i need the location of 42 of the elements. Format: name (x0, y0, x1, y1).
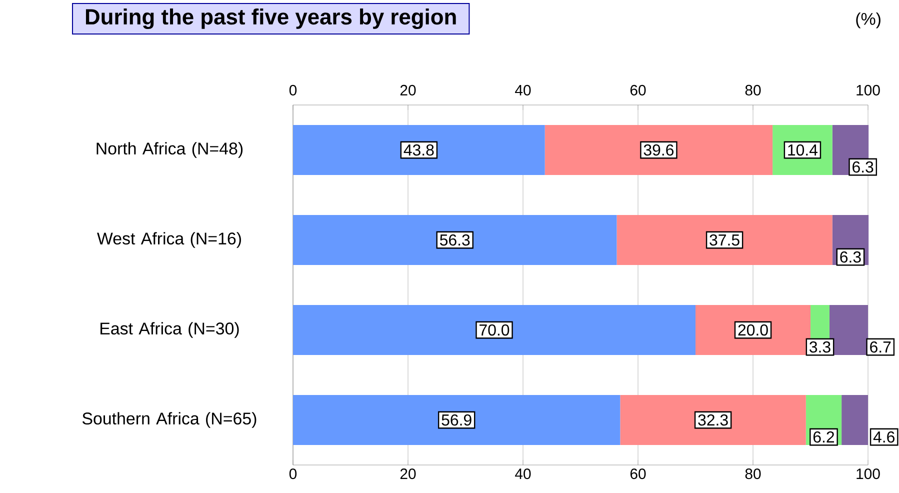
y-tick-label: West Africa (N=16) (97, 232, 241, 248)
data-label: 39.6 (644, 144, 674, 156)
bar (829, 304, 868, 355)
data-label: 6.7 (870, 341, 891, 353)
x2-tick-label: 80 (745, 84, 761, 96)
y-tick-label: North Africa (N=48) (96, 142, 243, 158)
bar (544, 124, 773, 175)
x-tick-label: 40 (515, 468, 531, 480)
data-label: 37.5 (710, 234, 740, 246)
x2-tick-label: 40 (515, 84, 531, 96)
x2-tick-label: 60 (630, 84, 646, 96)
x2-tick-label: 20 (400, 84, 416, 96)
x2-tick-label: 100 (856, 84, 880, 96)
data-label: 4.6 (873, 431, 894, 443)
chart-title: During the past five years by region (86, 8, 456, 30)
bar (842, 394, 868, 445)
bar (293, 214, 617, 265)
data-label: 43.8 (404, 144, 434, 156)
x-axis-title: (%) (856, 12, 880, 28)
bar (293, 124, 545, 175)
x-tick-label: 0 (289, 468, 297, 480)
data-label: 6.2 (813, 431, 834, 443)
data-label: 56.9 (442, 414, 472, 426)
data-label: 56.3 (440, 234, 470, 246)
data-label: 6.3 (840, 251, 861, 263)
data-label: 32.3 (698, 414, 728, 426)
x2-tick-label: 0 (289, 84, 297, 96)
bar (293, 304, 696, 355)
x-tick-label: 60 (630, 468, 646, 480)
x-tick-label: 80 (745, 468, 761, 480)
data-label: 3.3 (810, 341, 830, 353)
bar (620, 394, 806, 445)
x-tick-label: 100 (856, 468, 880, 480)
bar (293, 394, 620, 445)
y-tick-label: Southern Africa (N=65) (82, 412, 256, 428)
bar (616, 214, 832, 265)
data-label: 10.4 (788, 144, 818, 156)
y-tick-label: East Africa (N=30) (100, 322, 239, 338)
data-label: 70.0 (480, 324, 510, 336)
data-label: 20.0 (738, 324, 768, 336)
data-label: 6.3 (852, 161, 874, 173)
x-tick-label: 20 (400, 468, 416, 480)
